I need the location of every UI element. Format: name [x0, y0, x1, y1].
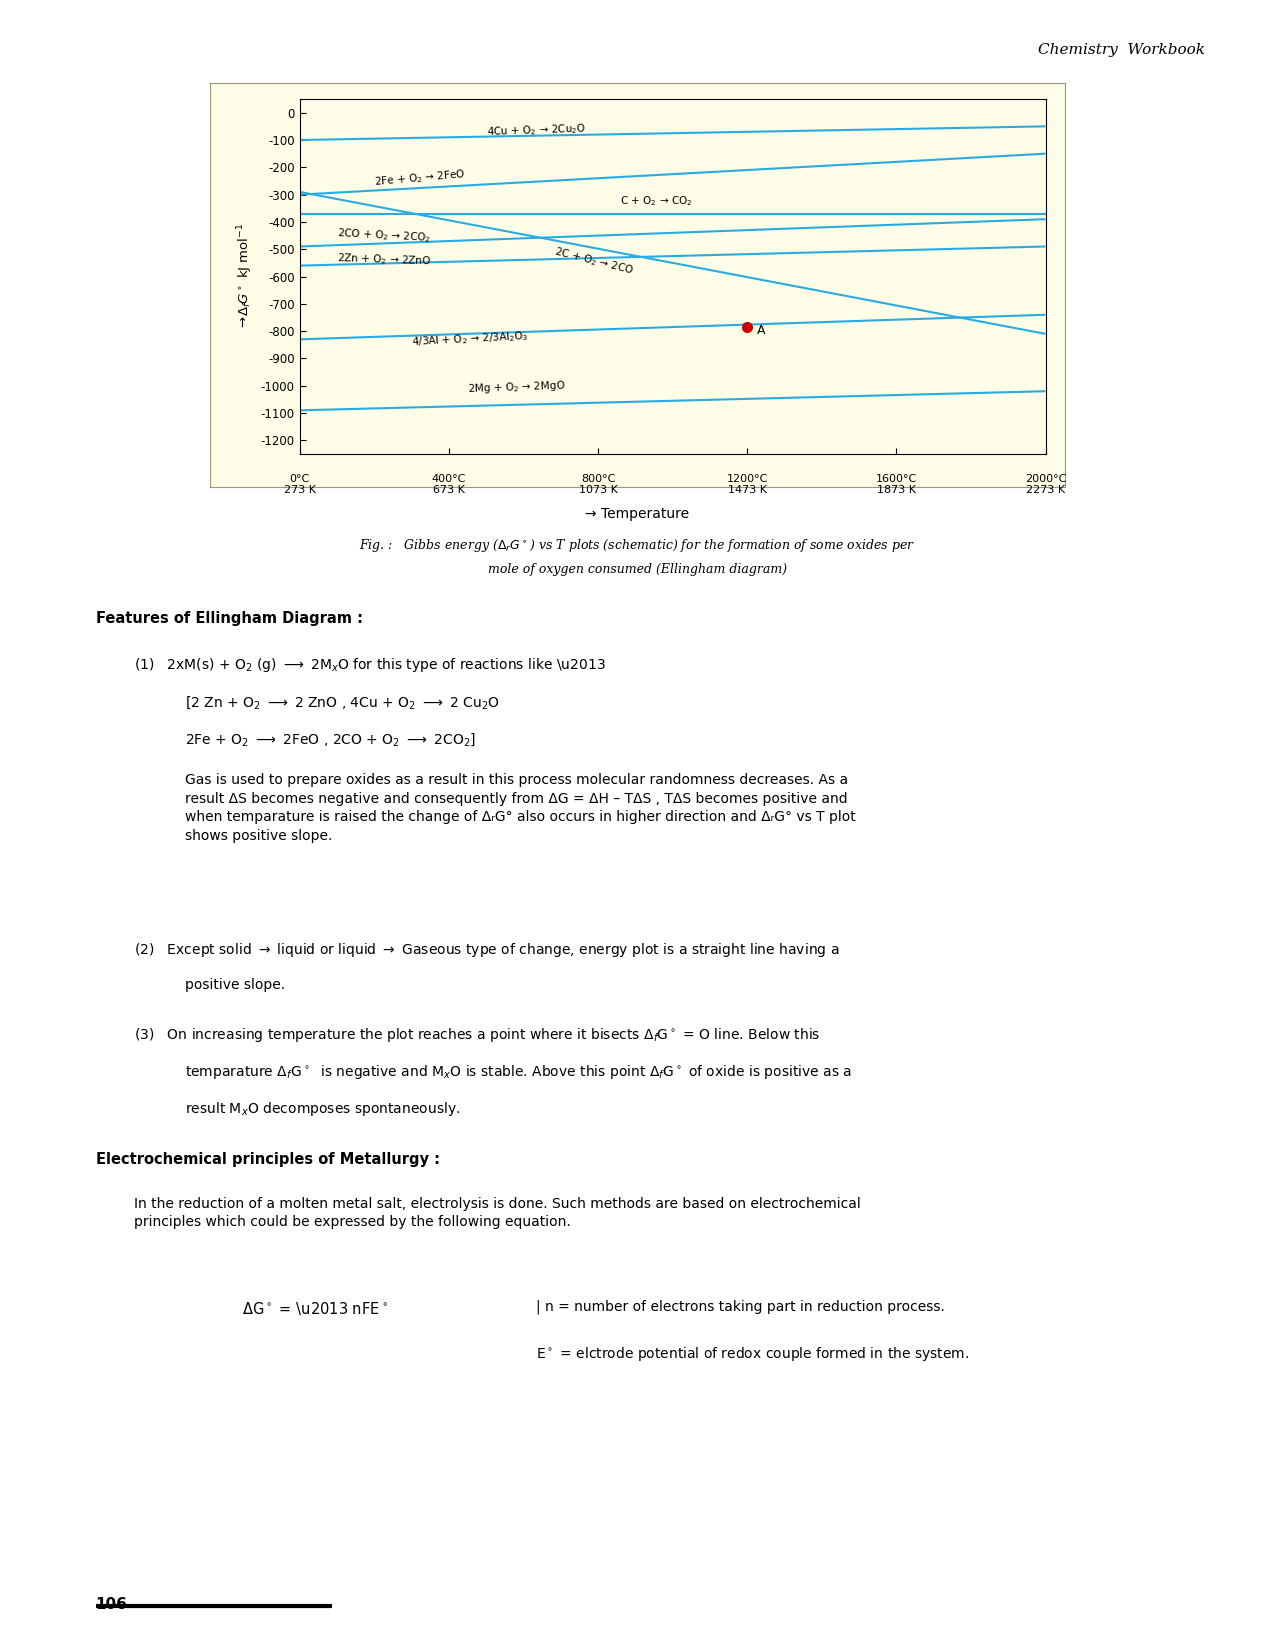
Text: E$^\circ$ = elctrode potential of redox couple formed in the system.: E$^\circ$ = elctrode potential of redox … [536, 1346, 969, 1364]
Text: → Temperature: → Temperature [585, 507, 690, 520]
Text: 4/3Al + O$_2$ → 2/3Al$_2$O$_3$: 4/3Al + O$_2$ → 2/3Al$_2$O$_3$ [412, 330, 529, 350]
Text: Features of Ellingham Diagram :: Features of Ellingham Diagram : [96, 611, 362, 626]
Text: 2Zn + O$_2$ → 2ZnO: 2Zn + O$_2$ → 2ZnO [337, 251, 431, 269]
Text: Electrochemical principles of Metallurgy :: Electrochemical principles of Metallurgy… [96, 1152, 440, 1167]
Text: positive slope.: positive slope. [185, 977, 286, 992]
Text: 1200°C
1473 K: 1200°C 1473 K [727, 474, 768, 495]
Text: (2)   Except solid $\rightarrow$ liquid or liquid $\rightarrow$ Gaseous type of : (2) Except solid $\rightarrow$ liquid or… [134, 941, 839, 959]
Text: 400°C
673 K: 400°C 673 K [432, 474, 465, 495]
Text: (3)   On increasing temperature the plot reaches a point where it bisects $\Delt: (3) On increasing temperature the plot r… [134, 1027, 820, 1043]
Text: C + O$_2$ → CO$_2$: C + O$_2$ → CO$_2$ [621, 195, 692, 208]
Text: Chemistry  Workbook: Chemistry Workbook [1038, 43, 1205, 56]
Text: $\Delta$G$^\circ$ = \u2013 nFE$^\circ$: $\Delta$G$^\circ$ = \u2013 nFE$^\circ$ [242, 1299, 388, 1317]
Text: 0°C
273 K: 0°C 273 K [283, 474, 316, 495]
Text: 4Cu + O$_2$ → 2Cu$_2$O: 4Cu + O$_2$ → 2Cu$_2$O [486, 122, 585, 139]
Text: (1)   2xM(s) + O$_2$ (g) $\longrightarrow$ 2M$_x$O for this type of reactions li: (1) 2xM(s) + O$_2$ (g) $\longrightarrow$… [134, 655, 606, 674]
Text: temparature $\Delta_f$G$^\circ$  is negative and M$_x$O is stable. Above this po: temparature $\Delta_f$G$^\circ$ is negat… [185, 1063, 852, 1081]
Text: 106: 106 [96, 1597, 128, 1611]
Text: 2000°C
2273 K: 2000°C 2273 K [1025, 474, 1066, 495]
Text: [2 Zn + O$_2$ $\longrightarrow$ 2 ZnO , 4Cu + O$_2$ $\longrightarrow$ 2 Cu$_2$O: [2 Zn + O$_2$ $\longrightarrow$ 2 ZnO , … [185, 695, 500, 712]
Text: A: A [756, 324, 765, 337]
Text: 2CO + O$_2$ → 2CO$_2$: 2CO + O$_2$ → 2CO$_2$ [337, 226, 431, 244]
Text: 800°C
1073 K: 800°C 1073 K [579, 474, 617, 495]
Text: In the reduction of a molten metal salt, electrolysis is done. Such methods are : In the reduction of a molten metal salt,… [134, 1197, 861, 1230]
Text: Fig. :   Gibbs energy ($\Delta_r G^\circ$) vs T plots (schematic) for the format: Fig. : Gibbs energy ($\Delta_r G^\circ$)… [360, 537, 915, 553]
Text: 2Mg + O$_2$ → 2MgO: 2Mg + O$_2$ → 2MgO [468, 378, 566, 396]
Text: 1600°C
1873 K: 1600°C 1873 K [876, 474, 917, 495]
Text: 2C + O$_2$ → 2CO: 2C + O$_2$ → 2CO [553, 244, 635, 277]
Text: Gas is used to prepare oxides as a result in this process molecular randomness d: Gas is used to prepare oxides as a resul… [185, 773, 856, 842]
Text: result M$_x$O decomposes spontaneously.: result M$_x$O decomposes spontaneously. [185, 1100, 460, 1118]
Text: | n = number of electrons taking part in reduction process.: | n = number of electrons taking part in… [536, 1299, 945, 1314]
Text: mole of oxygen consumed (Ellingham diagram): mole of oxygen consumed (Ellingham diagr… [488, 563, 787, 576]
Text: 2Fe + O$_2$ → 2FeO: 2Fe + O$_2$ → 2FeO [375, 167, 467, 190]
Y-axis label: $\rightarrow\!\Delta_f G^\circ$ kJ mol$^{-1}$: $\rightarrow\!\Delta_f G^\circ$ kJ mol$^… [236, 223, 255, 330]
Text: 2Fe + O$_2$ $\longrightarrow$ 2FeO , 2CO + O$_2$ $\longrightarrow$ 2CO$_2$]: 2Fe + O$_2$ $\longrightarrow$ 2FeO , 2CO… [185, 731, 476, 748]
